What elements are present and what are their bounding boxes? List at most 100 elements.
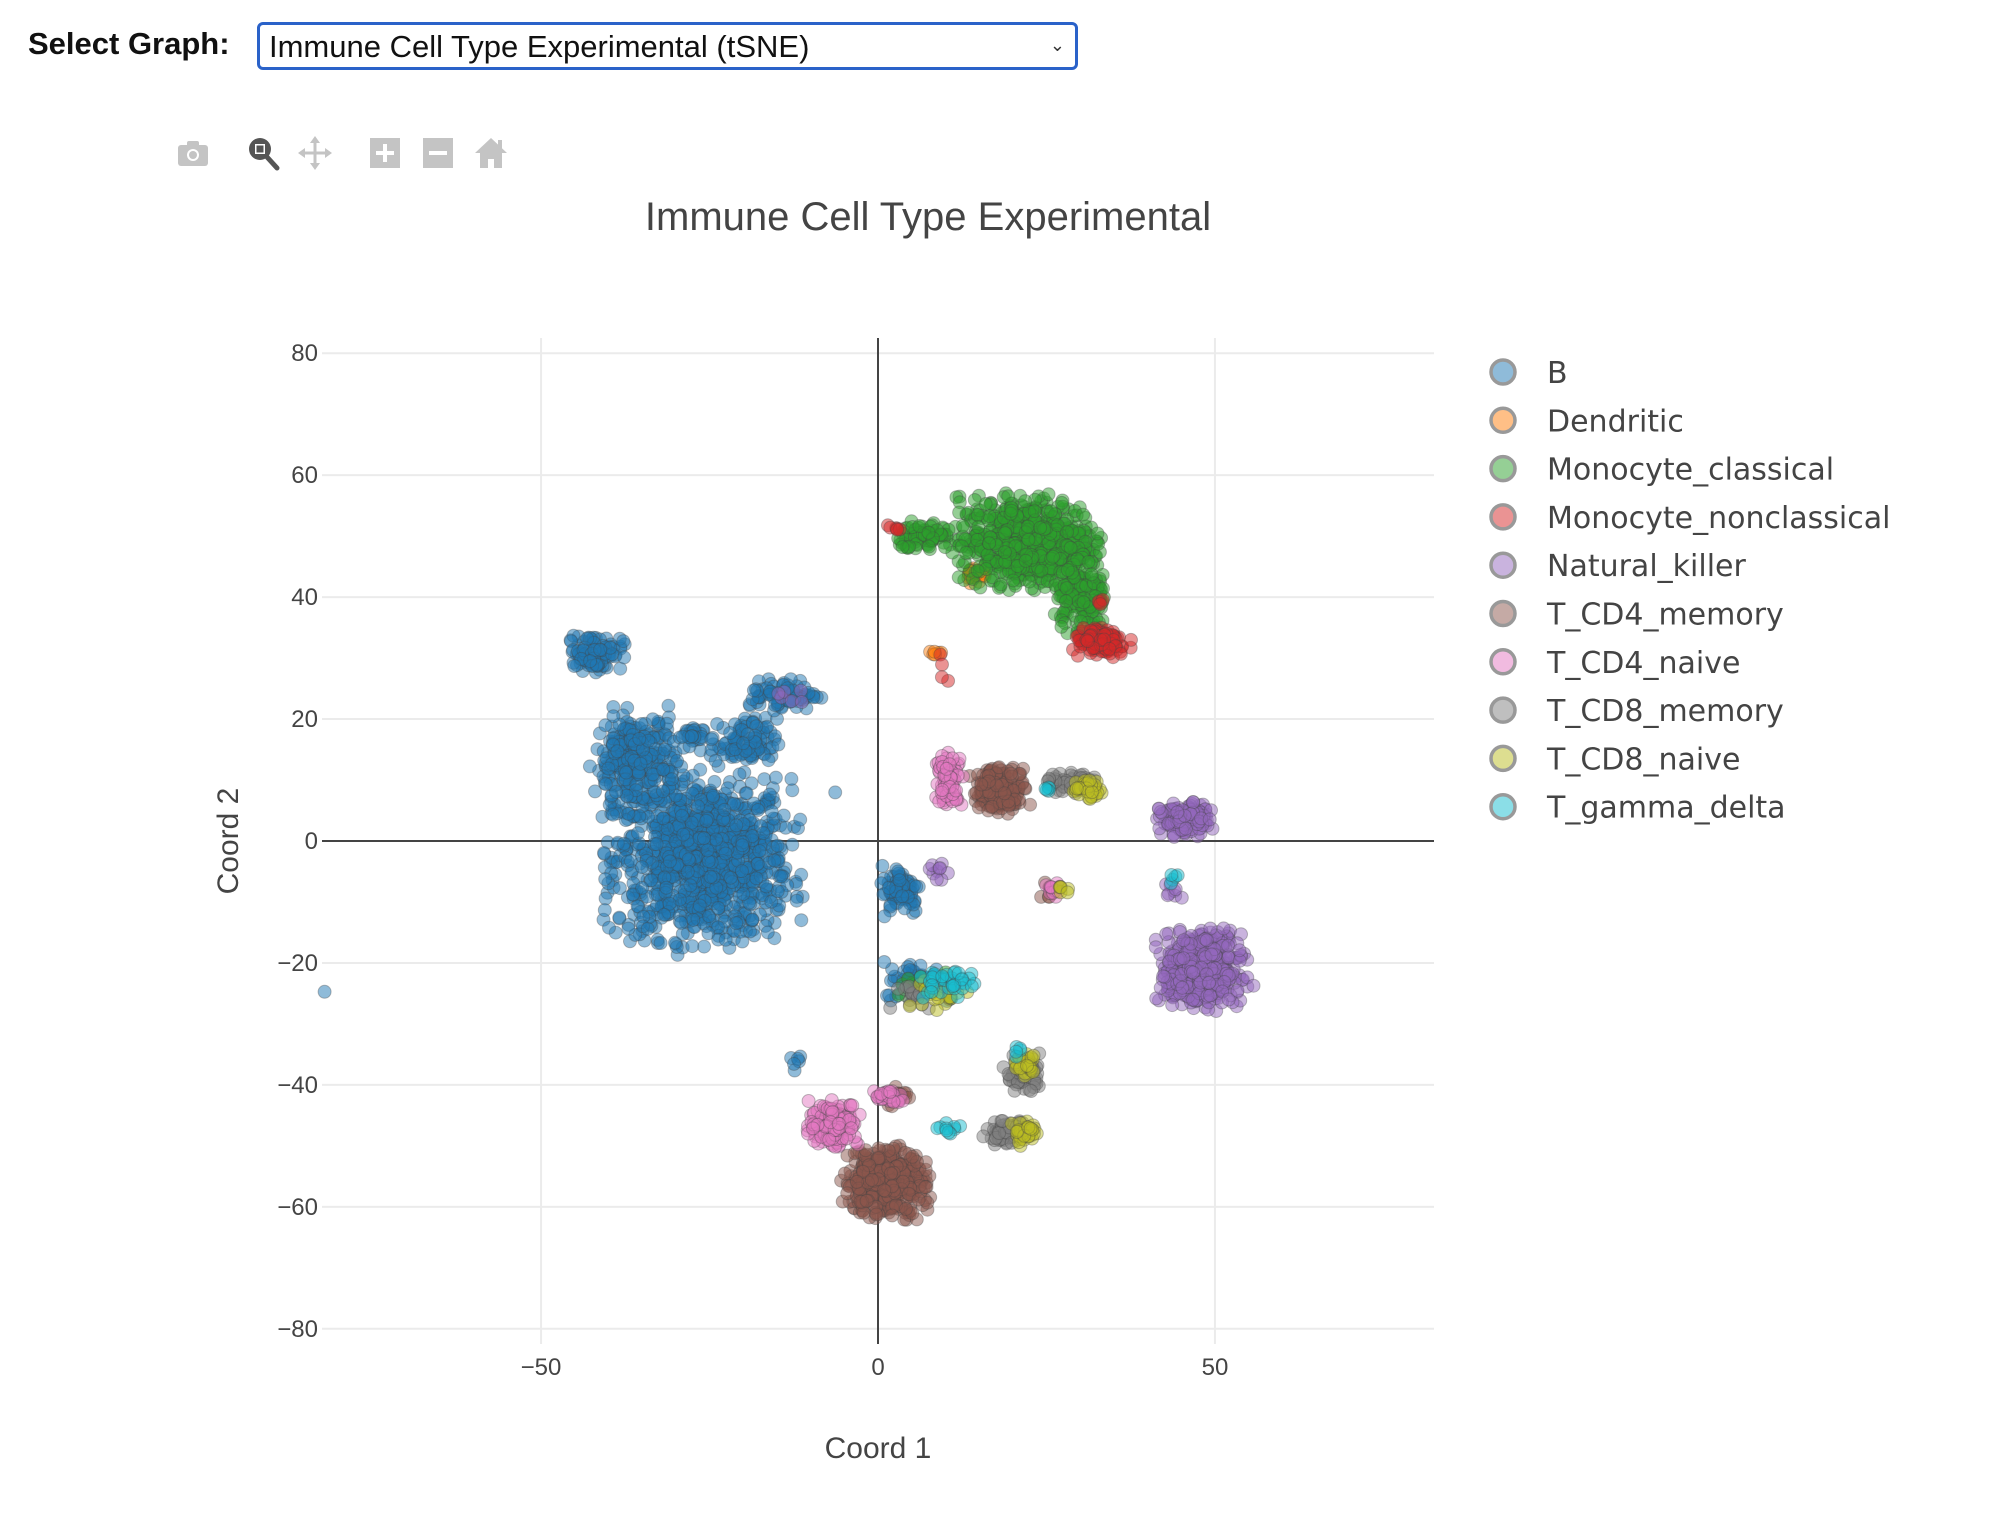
data-point [635, 880, 650, 895]
data-point [955, 518, 970, 533]
data-point [902, 999, 917, 1013]
data-point [864, 1172, 879, 1187]
data-point [670, 754, 685, 768]
data-point [717, 802, 732, 817]
data-point [771, 686, 786, 701]
data-point [997, 545, 1012, 560]
data-point [770, 838, 785, 853]
data-point [875, 858, 890, 873]
data-point [760, 925, 775, 940]
data-point [1186, 965, 1200, 980]
data-point [697, 939, 712, 954]
data-point [1009, 1044, 1024, 1059]
data-point [982, 509, 997, 524]
data-point [764, 894, 779, 909]
y-tick-label: 80 [291, 340, 318, 367]
data-point [621, 921, 636, 936]
data-point [1020, 1058, 1034, 1073]
data-point [703, 869, 718, 884]
data-point [970, 563, 985, 578]
data-point [1024, 1084, 1039, 1098]
data-point [676, 827, 691, 842]
data-point [921, 525, 936, 540]
data-point [661, 698, 676, 713]
data-point [883, 1084, 898, 1099]
data-point [1216, 921, 1231, 936]
data-point [1006, 573, 1021, 588]
data-point [949, 783, 964, 798]
data-point [785, 837, 800, 852]
data-point [837, 1166, 852, 1181]
data-point [1007, 1083, 1022, 1098]
data-point [601, 761, 616, 776]
data-point [1054, 495, 1069, 510]
data-point [718, 932, 733, 947]
data-point [978, 497, 993, 511]
data-point [890, 522, 905, 537]
graph-select[interactable]: Immune Cell Type Experimental (tSNE) ⌄ [257, 22, 1078, 70]
data-point [1082, 773, 1097, 788]
data-point [729, 916, 744, 931]
data-point [933, 861, 947, 876]
data-point [598, 891, 613, 906]
data-point [631, 826, 645, 841]
data-point [606, 709, 621, 724]
data-point [952, 505, 967, 520]
series-t-cd8-memory [883, 765, 1103, 1152]
data-point [921, 539, 936, 554]
data-point [1018, 553, 1033, 568]
data-point [602, 920, 616, 935]
data-point [649, 837, 664, 852]
data-point [1113, 646, 1128, 661]
data-point [877, 909, 892, 924]
data-point [739, 786, 754, 801]
data-point [683, 878, 698, 893]
data-point [1060, 885, 1075, 900]
data-point [1124, 632, 1138, 647]
data-point [822, 1132, 837, 1147]
data-point [720, 781, 735, 796]
data-point [1081, 555, 1096, 569]
zoom-out-icon[interactable] [420, 135, 456, 171]
data-point [645, 712, 660, 727]
data-point [939, 761, 954, 776]
data-point [970, 508, 985, 522]
data-point [597, 903, 612, 918]
data-point [1186, 992, 1201, 1007]
data-point [951, 570, 966, 585]
zoom-icon[interactable] [245, 135, 281, 171]
data-point [745, 912, 760, 927]
data-point [776, 808, 791, 823]
data-point [1059, 581, 1074, 596]
data-point [1033, 520, 1048, 535]
data-point [567, 659, 582, 673]
data-point [580, 631, 595, 646]
chevron-down-icon: ⌄ [1049, 35, 1065, 55]
data-point [657, 907, 672, 922]
data-point [746, 683, 761, 698]
data-point [1204, 947, 1219, 962]
data-points [317, 486, 1261, 1227]
zoom-in-icon[interactable] [367, 135, 403, 171]
data-point [1023, 1121, 1038, 1136]
data-point [935, 969, 950, 984]
data-point [1041, 487, 1056, 502]
chart-title: Immune Cell Type Experimental [645, 195, 1211, 239]
data-point [784, 771, 799, 786]
data-point [828, 785, 843, 800]
data-point [1084, 567, 1099, 582]
home-icon[interactable] [473, 135, 509, 171]
data-point [749, 871, 764, 886]
data-point [684, 815, 699, 830]
camera-icon[interactable] [175, 135, 211, 171]
data-point [729, 818, 744, 833]
data-point [656, 784, 670, 799]
data-point [684, 729, 699, 744]
data-point [1170, 805, 1185, 820]
data-point [899, 1201, 913, 1216]
y-tick-label: −20 [277, 950, 318, 977]
pan-icon[interactable] [297, 135, 333, 171]
data-point [735, 838, 750, 853]
data-point [653, 936, 668, 950]
